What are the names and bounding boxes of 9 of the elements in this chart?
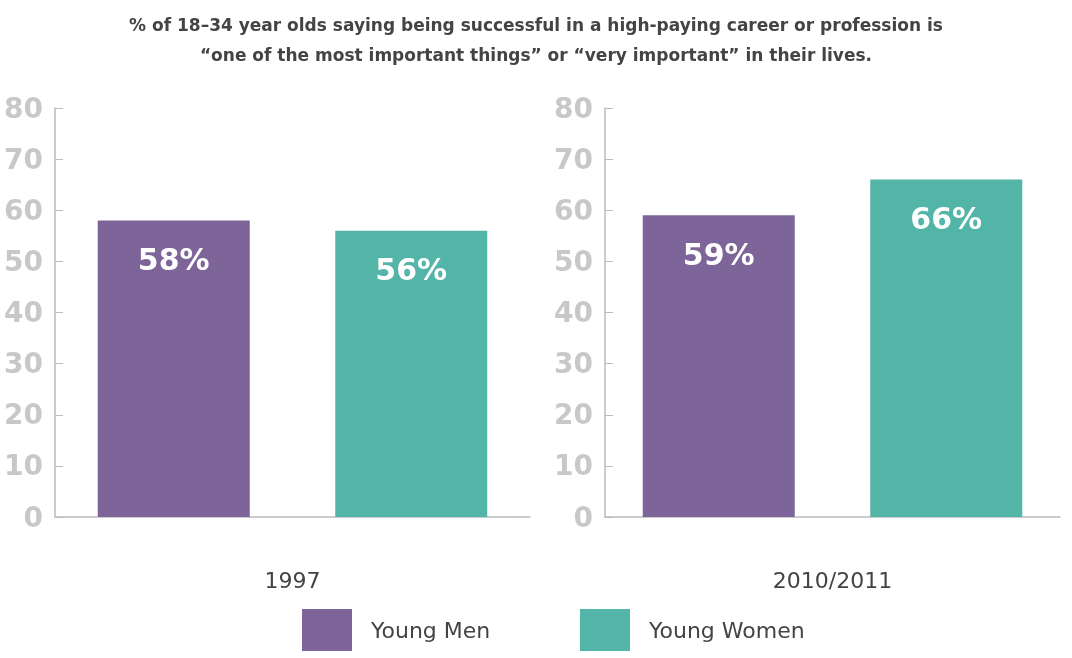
legend-label: Young Women bbox=[648, 617, 805, 643]
x-axis-title: 1997 bbox=[264, 567, 321, 593]
data-label: 58% bbox=[137, 241, 210, 277]
data-label: 66% bbox=[910, 201, 983, 237]
x-axis-title: 2010/2011 bbox=[772, 567, 893, 593]
data-label: 59% bbox=[682, 236, 755, 272]
chart-title: % of 18–34 year olds saying being successful in a high-paying career or profession is “one of the most important things” or “very important” in their lives. bbox=[128, 14, 944, 67]
legend-label: Young Men bbox=[370, 617, 491, 643]
data-label: 56% bbox=[375, 252, 448, 288]
